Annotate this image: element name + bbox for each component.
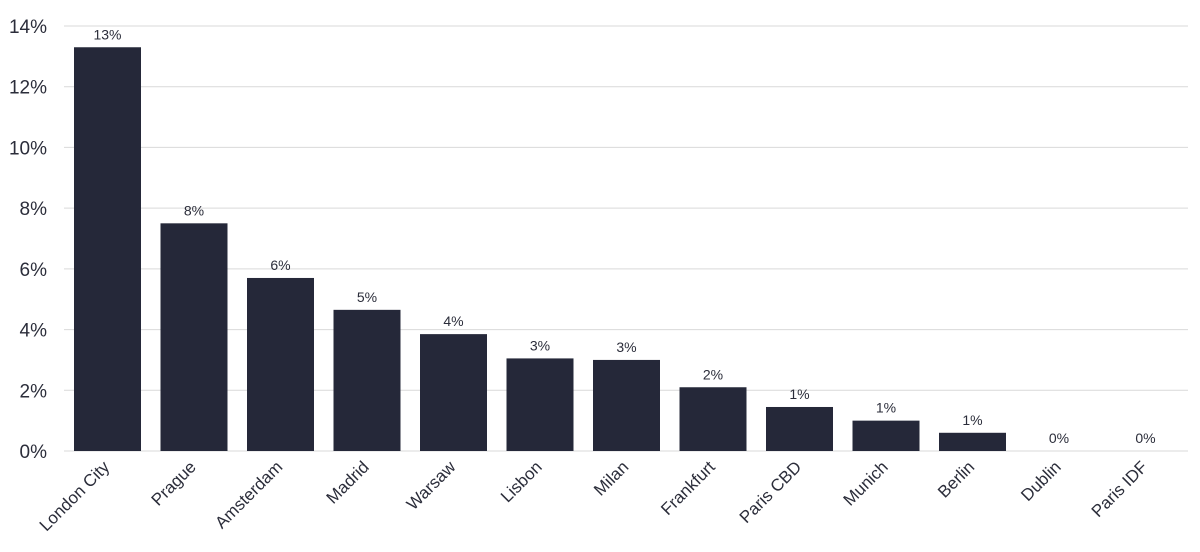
x-tick-label: Dublin	[1017, 457, 1065, 505]
y-tick-label: 10%	[9, 138, 47, 159]
bar	[333, 309, 401, 451]
x-tick-label: Lisbon	[497, 457, 546, 506]
data-label: 8%	[184, 202, 204, 218]
data-label: 1%	[789, 386, 809, 402]
x-tick-label: Milan	[590, 457, 632, 499]
bar	[939, 432, 1006, 451]
x-tick-label: Prague	[148, 457, 200, 509]
bar	[593, 359, 660, 451]
y-axis-ticks: 0% 2% 4% 6% 8% 10% 12% 14%	[9, 17, 47, 463]
data-label: 0%	[1135, 430, 1155, 446]
data-label: 2%	[703, 366, 723, 382]
y-tick-label: 0%	[20, 442, 48, 463]
bar	[160, 223, 228, 451]
x-axis-ticks: London City Prague Amsterdam Madrid Warsaw Li…	[36, 457, 1152, 535]
x-tick-label: Frankfurt	[657, 457, 719, 519]
data-label: 1%	[876, 400, 896, 416]
bars	[74, 47, 1006, 451]
x-tick-label: Warsaw	[403, 457, 460, 514]
y-tick-label: 14%	[9, 17, 47, 38]
data-labels: 13% 8% 6% 5% 4% 3% 3% 2% 1% 1% 1% 0% 0%	[93, 26, 1155, 446]
bar	[74, 47, 141, 451]
y-tick-label: 2%	[20, 381, 48, 402]
bar	[852, 420, 920, 451]
bar	[679, 387, 747, 451]
bar	[506, 358, 574, 451]
data-label: 0%	[1049, 430, 1069, 446]
data-label: 13%	[93, 26, 121, 42]
data-label: 6%	[270, 257, 290, 273]
data-label: 3%	[530, 337, 550, 353]
x-tick-label: Paris IDF	[1088, 457, 1152, 521]
y-tick-label: 8%	[20, 199, 48, 220]
y-tick-label: 4%	[20, 321, 48, 342]
x-tick-label: Madrid	[323, 457, 373, 507]
bar	[766, 406, 833, 451]
bar	[247, 277, 314, 451]
data-label: 1%	[962, 412, 982, 428]
y-tick-label: 6%	[20, 260, 48, 281]
x-tick-label: Berlin	[934, 457, 978, 501]
y-tick-label: 12%	[9, 78, 47, 99]
bar	[420, 334, 487, 451]
data-label: 5%	[357, 289, 377, 305]
x-tick-label: Munich	[840, 457, 892, 509]
x-tick-label: Amsterdam	[211, 457, 286, 532]
data-label: 3%	[616, 339, 636, 355]
data-label: 4%	[443, 313, 463, 329]
x-tick-label: London City	[36, 457, 114, 535]
x-tick-label: Paris CBD	[736, 457, 806, 527]
